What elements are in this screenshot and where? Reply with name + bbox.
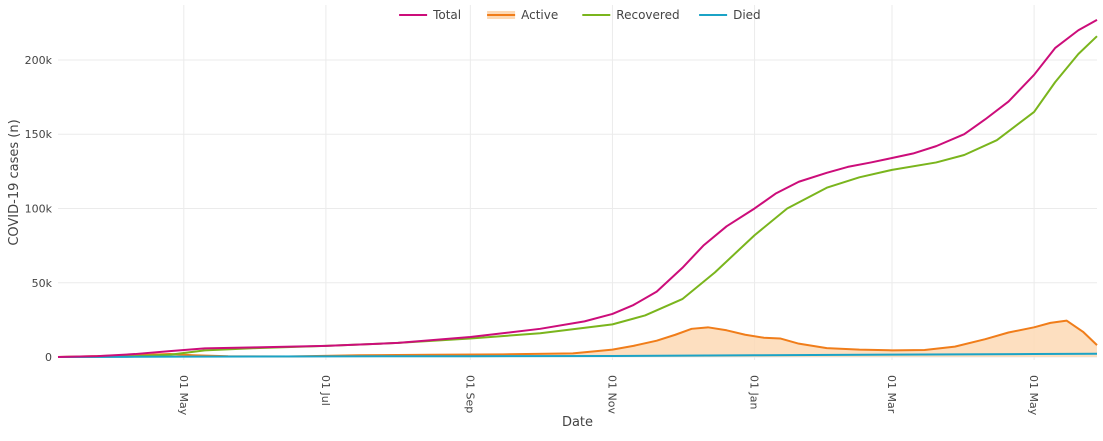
y-tick-label: 0 [45,351,52,364]
active-area [58,320,1097,358]
recovered-series-line[interactable] [57,35,1098,359]
y-axis-title: COVID-19 cases (n) [7,119,22,245]
x-tick-label: 01 May [1027,375,1040,416]
x-tick-label: 01 Mar [885,375,898,414]
legend-item-active[interactable]: Active [487,8,558,22]
x-axis-title: Date [562,415,593,430]
total-series-line[interactable] [57,18,1098,359]
legend-item-recovered[interactable]: Recovered [582,8,680,22]
died-series-line[interactable] [57,352,1098,359]
y-tick-label: 100k [25,202,53,215]
y-tick-label: 150k [25,128,53,141]
x-tick-label: 01 Jan [748,375,761,409]
axis-layer: 0 50k 100k 150k 200k 01 May 01 Jul 01 Sep 01 Nov… [25,54,1040,416]
legend-label: Died [733,8,761,22]
legend-label: Total [432,8,461,22]
legend-label: Recovered [616,8,679,22]
legend-label: Active [521,8,558,22]
series-layer [57,18,1098,359]
grid-layer [58,5,1097,360]
x-tick-label: 01 May [177,375,190,416]
y-tick-label: 200k [25,54,53,67]
legend-item-died[interactable]: Died [699,8,761,22]
y-tick-label: 50k [32,277,53,290]
legend-item-total[interactable]: Total [399,8,461,22]
x-tick-label: 01 Sep [463,375,476,413]
x-tick-label: 01 Nov [605,375,618,414]
x-tick-label: 01 Jul [319,375,332,406]
chart-legend[interactable]: Total Active Recovered Died [399,8,761,22]
